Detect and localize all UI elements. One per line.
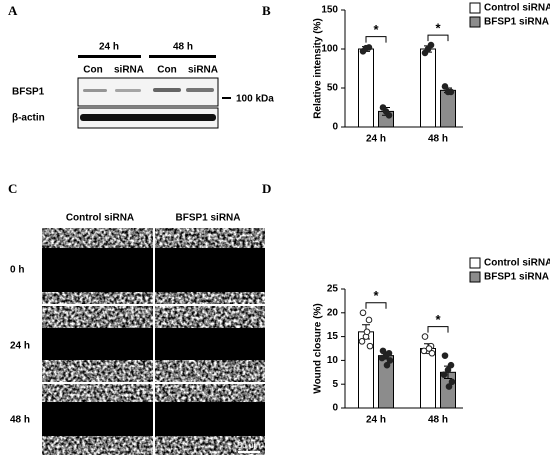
- lane-bar: [78, 55, 141, 58]
- y-tick-label: 25: [327, 284, 339, 295]
- data-point: [424, 45, 432, 53]
- bar: [420, 48, 436, 128]
- significance-bracket: [365, 302, 387, 309]
- data-point: [358, 338, 366, 345]
- panel-label: B: [262, 3, 271, 18]
- panel-label: A: [8, 3, 18, 18]
- y-tick-label: 0: [332, 403, 338, 414]
- data-point: [448, 378, 456, 386]
- data-point: [365, 316, 373, 324]
- panel-label: C: [8, 181, 17, 196]
- data-point: [445, 383, 453, 390]
- row-label: 48 h: [10, 415, 30, 426]
- data-point: [386, 357, 394, 364]
- data-point: [441, 83, 449, 90]
- legend-label: Control siRNA: [484, 3, 550, 14]
- y-tick-label: 50: [327, 83, 339, 94]
- legend-label: BFSP1 siRNA: [484, 17, 549, 28]
- significance-label: *: [373, 288, 379, 303]
- time-label: 24 h: [99, 42, 119, 53]
- y-tick-label: 20: [327, 307, 339, 318]
- significance-bracket: [427, 34, 449, 42]
- data-point: [378, 354, 386, 362]
- y-tick-label: 0: [332, 122, 338, 133]
- data-point: [425, 345, 433, 352]
- data-point: [428, 349, 436, 357]
- row-label: BFSP1: [12, 87, 45, 98]
- legend-label: Control siRNA: [484, 258, 550, 269]
- data-point: [383, 361, 391, 369]
- data-point: [421, 333, 429, 340]
- significance-bracket: [365, 36, 387, 43]
- x-tick-label: 48 h: [428, 134, 448, 145]
- data-point: [441, 352, 449, 359]
- y-tick-label: 10: [327, 355, 339, 366]
- legend-swatch: [469, 16, 481, 28]
- lane-label: siRNA: [114, 65, 144, 76]
- legend-swatch: [469, 2, 481, 14]
- data-point: [382, 108, 390, 115]
- scale-bar-label: 50 μm: [238, 441, 261, 450]
- bands: [83, 88, 214, 92]
- significance-label: *: [435, 312, 441, 327]
- data-point: [444, 366, 452, 374]
- data-point: [444, 88, 452, 96]
- lane-bar: [149, 55, 216, 58]
- significance-label: *: [373, 22, 379, 37]
- data-point: [440, 371, 448, 378]
- y-tick-label: 100: [321, 44, 338, 55]
- row-label: 0 h: [10, 265, 24, 276]
- y-tick-label: 15: [327, 331, 339, 342]
- y-axis-label: Relative intensity (%): [313, 18, 324, 119]
- legend-label: BFSP1 siRNA: [484, 272, 549, 283]
- bar: [420, 348, 436, 409]
- row-label: β-actin: [12, 113, 45, 124]
- legend-swatch: [469, 271, 481, 283]
- data-point: [447, 361, 455, 369]
- column-label: Control siRNA: [66, 213, 134, 224]
- time-label: 48 h: [173, 42, 193, 53]
- marker-label: 100 kDa: [236, 94, 274, 105]
- micrographs: [42, 228, 265, 455]
- x-tick-label: 48 h: [428, 415, 448, 426]
- data-point: [362, 44, 370, 52]
- data-point: [359, 309, 367, 317]
- significance-bracket: [427, 326, 449, 333]
- x-tick-label: 24 h: [366, 415, 386, 426]
- y-tick-label: 5: [332, 379, 338, 390]
- data-point: [363, 328, 371, 336]
- panel-label: D: [262, 181, 271, 196]
- data-point: [379, 347, 387, 355]
- significance-label: *: [435, 21, 441, 36]
- row-label: 24 h: [10, 341, 30, 352]
- bar: [440, 89, 456, 128]
- y-tick-label: 150: [321, 5, 338, 16]
- band: [80, 114, 216, 121]
- lane-label: Con: [157, 65, 176, 76]
- legend-swatch: [469, 257, 481, 269]
- bar: [358, 48, 374, 128]
- lane-label: siRNA: [188, 65, 218, 76]
- x-tick-label: 24 h: [366, 134, 386, 145]
- data-point: [366, 342, 374, 350]
- y-axis-label: Wound closure (%): [313, 303, 324, 393]
- lane-label: Con: [83, 65, 102, 76]
- column-label: BFSP1 siRNA: [175, 213, 240, 224]
